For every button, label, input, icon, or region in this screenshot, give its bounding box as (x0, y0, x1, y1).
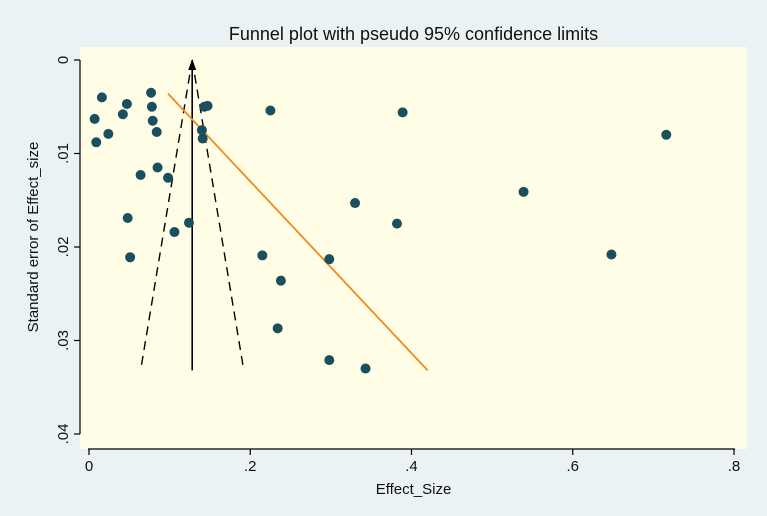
data-point (661, 129, 672, 140)
x-tick-label: 0 (85, 458, 93, 475)
funnel-left-limit (139, 59, 193, 371)
data-point (397, 107, 408, 118)
data-point (275, 275, 286, 286)
data-point (152, 162, 163, 173)
data-point (272, 323, 283, 334)
data-point (265, 105, 276, 116)
y-tick-label: .03 (55, 330, 72, 351)
data-point (163, 172, 174, 183)
y-tick-label: 0 (55, 56, 72, 64)
data-point (146, 87, 157, 98)
data-point (121, 98, 132, 109)
x-tick-label: .2 (244, 458, 257, 475)
data-point (125, 252, 136, 263)
data-point (518, 186, 529, 197)
funnel-right-limit (191, 59, 245, 371)
plot-area (80, 47, 747, 449)
x-tick-label: .4 (405, 458, 418, 475)
pooled-estimate-arrowhead (188, 59, 197, 70)
data-point (360, 363, 371, 374)
y-tick-label: .04 (55, 424, 72, 445)
data-point (147, 115, 158, 126)
data-point (89, 113, 100, 124)
data-point (197, 133, 208, 144)
data-point (122, 213, 133, 224)
data-point (606, 249, 617, 260)
y-tick-label: .01 (55, 143, 72, 164)
data-point (146, 101, 157, 112)
data-point (257, 250, 268, 261)
data-points (89, 87, 672, 374)
data-point (324, 355, 335, 366)
data-point (196, 125, 207, 136)
regression-line (167, 93, 429, 372)
data-point (103, 128, 114, 139)
data-point (96, 92, 107, 103)
data-point (324, 254, 335, 265)
chart-title: Funnel plot with pseudo 95% confidence l… (229, 24, 598, 44)
data-point (91, 137, 102, 148)
axes: 0 .2 .4 .6 .8 0 .01 .02 .03 .04 (55, 56, 740, 475)
data-point (135, 170, 146, 181)
data-point (169, 227, 180, 238)
data-point (391, 218, 402, 229)
data-point (151, 126, 162, 137)
x-axis-title: Effect_Size (376, 481, 452, 498)
data-point (117, 109, 128, 120)
regression-line-group (167, 93, 429, 372)
data-point (202, 100, 213, 111)
y-tick-label: .02 (55, 237, 72, 258)
data-point (350, 198, 361, 209)
funnel-lines (139, 59, 245, 371)
x-tick-label: .8 (728, 458, 741, 475)
x-tick-label: .6 (566, 458, 579, 475)
data-point (183, 217, 194, 228)
y-axis-title: Standard error of Effect_size (25, 142, 42, 333)
